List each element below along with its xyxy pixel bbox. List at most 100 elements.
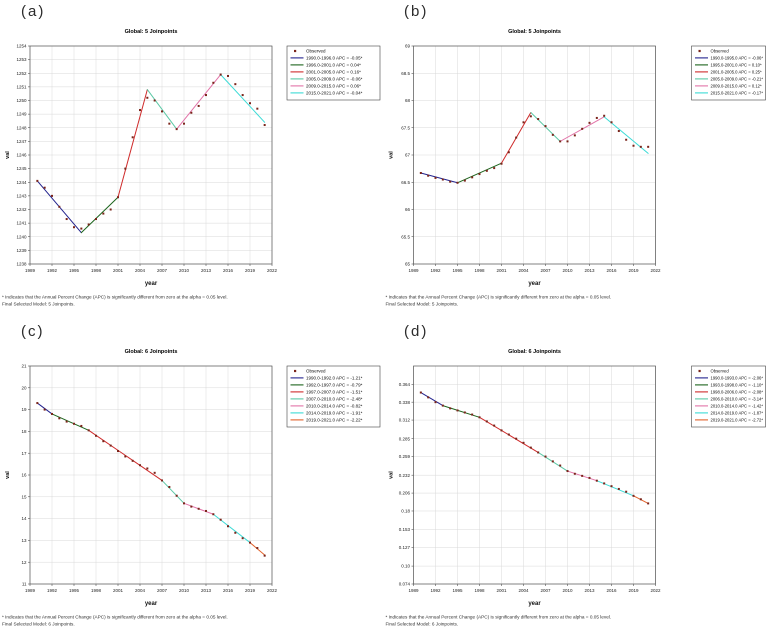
svg-text:2004: 2004: [135, 268, 146, 273]
svg-text:1995: 1995: [452, 588, 463, 593]
svg-text:1993.0-1998.0 APC = -1.10*: 1993.0-1998.0 APC = -1.10*: [711, 383, 764, 388]
svg-text:1998: 1998: [474, 588, 485, 593]
footnote-alpha: * Indicates that the Annual Percent Chan…: [386, 615, 612, 620]
svg-text:2016: 2016: [606, 588, 617, 593]
grid: [29, 365, 273, 585]
svg-text:0.338: 0.338: [399, 400, 411, 405]
footnote-alpha: * Indicates that the Annual Percent Chan…: [2, 615, 228, 620]
svg-text:2019: 2019: [245, 588, 256, 593]
x-axis: 1989 1992 1995 1998 2001 2004 2007 2010 2013 2016…: [25, 264, 278, 273]
svg-text:2001: 2001: [113, 268, 124, 273]
svg-text:12: 12: [21, 560, 27, 565]
y-axis: 1238 1239 1240 1241 1242 1243 1244 1245 1246 1247…: [16, 44, 30, 267]
svg-text:2010: 2010: [179, 268, 190, 273]
svg-text:2005.0-2009.0 APC = -0.06*: 2005.0-2009.0 APC = -0.06*: [306, 77, 363, 82]
svg-text:Observed: Observed: [306, 49, 326, 54]
x-axis-title: year: [145, 601, 158, 607]
svg-text:1990.0-1995.0 APC = -0.06*: 1990.0-1995.0 APC = -0.06*: [711, 56, 764, 61]
svg-text:1998.0-2006.0 APC = -2.08*: 1998.0-2006.0 APC = -2.08*: [711, 390, 764, 395]
svg-text:2016: 2016: [223, 588, 234, 593]
svg-text:1254: 1254: [16, 44, 27, 49]
chart-title: Global: 6 Joinpoints: [508, 349, 561, 355]
svg-text:1989: 1989: [408, 268, 419, 273]
svg-text:2019.0-2021.0 APC = -2.72*: 2019.0-2021.0 APC = -2.72*: [711, 418, 764, 423]
svg-text:0.364: 0.364: [399, 382, 411, 387]
observed-points: [419, 114, 650, 184]
svg-text:65: 65: [405, 262, 411, 267]
plot-frame: [413, 45, 656, 265]
plot-frame: [29, 45, 273, 265]
svg-text:0.074: 0.074: [399, 582, 411, 587]
svg-text:1251: 1251: [16, 84, 27, 89]
svg-text:67.5: 67.5: [401, 125, 410, 130]
svg-text:0.259: 0.259: [399, 454, 411, 459]
footnote-model: Final Selected Model: 5 Joinpoints.: [2, 302, 75, 307]
svg-text:1245: 1245: [16, 166, 27, 171]
observed-points: [36, 73, 266, 230]
svg-text:1240: 1240: [16, 234, 27, 239]
svg-text:2022: 2022: [650, 268, 661, 273]
x-axis: 1989 1992 1995 1998 2001 2004 2007 2010 2013 2016…: [25, 584, 278, 593]
joinpoint-chart-d: 1989 1992 1995 1998 2001 2004 2007 2010 2013 2016…: [386, 349, 766, 627]
chart-title: Global: 6 Joinpoints: [125, 349, 178, 355]
fitted-segments: [36, 402, 266, 556]
svg-text:2014.0-2019.0 APC = -1.87*: 2014.0-2019.0 APC = -1.87*: [711, 411, 764, 416]
svg-text:2019: 2019: [245, 268, 256, 273]
svg-text:0.18: 0.18: [401, 509, 410, 514]
svg-text:1239: 1239: [16, 248, 27, 253]
svg-text:1990.0-1996.0 APC = -0.05*: 1990.0-1996.0 APC = -0.05*: [306, 56, 363, 61]
grid: [413, 45, 656, 265]
svg-text:2007: 2007: [540, 268, 551, 273]
svg-text:2001.0-2005.0 APC = 0.16*: 2001.0-2005.0 APC = 0.16*: [306, 70, 361, 75]
footnote-model: Final Selected Model: 5 Joinpoints.: [386, 302, 459, 307]
svg-text:2013: 2013: [201, 588, 212, 593]
footnote-alpha: * Indicates that the Annual Percent Chan…: [2, 295, 228, 300]
svg-text:2001: 2001: [496, 268, 507, 273]
svg-text:18: 18: [21, 429, 27, 434]
svg-text:1992: 1992: [430, 268, 441, 273]
svg-text:2010: 2010: [179, 588, 190, 593]
svg-text:2022: 2022: [267, 588, 278, 593]
svg-text:1253: 1253: [16, 57, 27, 62]
panel-a: (a) 1989 1992 1995 1998 2001 2004 2007 2010 2013…: [0, 0, 383, 320]
svg-text:20: 20: [21, 385, 27, 390]
svg-text:1998: 1998: [91, 588, 102, 593]
svg-text:1989: 1989: [408, 588, 419, 593]
svg-text:2007: 2007: [157, 588, 168, 593]
svg-text:0.127: 0.127: [399, 545, 411, 550]
chart-title: Global: 5 Joinpoints: [508, 29, 561, 35]
svg-text:2022: 2022: [650, 588, 661, 593]
svg-text:21: 21: [21, 364, 27, 369]
svg-text:2006.0-2010.0 APC = -3.14*: 2006.0-2010.0 APC = -3.14*: [711, 397, 764, 402]
svg-text:1992: 1992: [47, 588, 58, 593]
svg-text:2007: 2007: [540, 588, 551, 593]
svg-text:0.153: 0.153: [399, 527, 411, 532]
svg-text:2015.0-2021.0 APC = -0.17*: 2015.0-2021.0 APC = -0.17*: [711, 91, 764, 96]
svg-text:1244: 1244: [16, 180, 27, 185]
panel-c: (c) 1989 1992 1995 1998 2001 2004 2007 2010 2013…: [0, 320, 383, 641]
y-axis-title: val: [389, 151, 395, 159]
svg-text:2004: 2004: [518, 268, 529, 273]
svg-text:1997.0-2007.0 APC = -1.51*: 1997.0-2007.0 APC = -1.51*: [306, 390, 363, 395]
svg-text:2022: 2022: [267, 268, 278, 273]
svg-text:1252: 1252: [16, 71, 27, 76]
svg-text:66.5: 66.5: [401, 180, 410, 185]
svg-text:0.285: 0.285: [399, 436, 411, 441]
svg-text:16: 16: [21, 473, 27, 478]
panel-label-a: (a): [21, 3, 46, 20]
x-axis-title: year: [528, 281, 541, 287]
svg-text:0.206: 0.206: [399, 491, 411, 496]
svg-text:2019: 2019: [628, 268, 639, 273]
x-axis: 1989 1992 1995 1998 2001 2004 2007 2010 2013 2016…: [408, 264, 661, 273]
svg-text:Observed: Observed: [711, 369, 730, 374]
y-axis-title: val: [389, 471, 395, 479]
svg-text:1989: 1989: [25, 588, 36, 593]
svg-text:1249: 1249: [16, 112, 27, 117]
svg-text:69: 69: [405, 44, 411, 49]
svg-text:0.10: 0.10: [401, 564, 410, 569]
plot-frame: [413, 365, 656, 585]
svg-text:2013: 2013: [201, 268, 212, 273]
svg-text:17: 17: [21, 451, 27, 456]
svg-text:1242: 1242: [16, 207, 27, 212]
